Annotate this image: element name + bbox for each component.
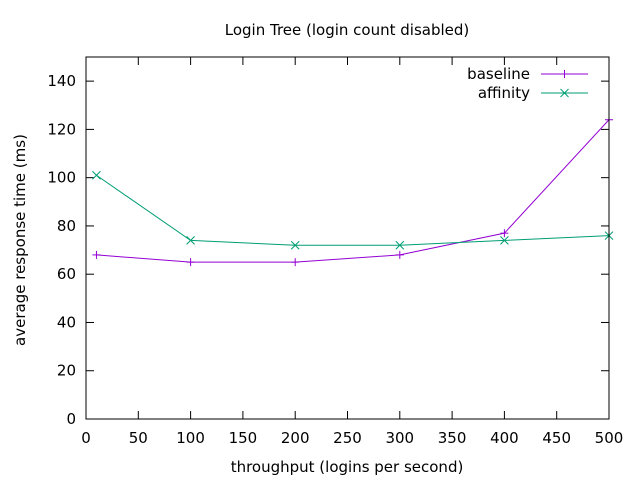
legend-label: affinity — [478, 84, 530, 102]
y-tick-label: 0 — [66, 410, 76, 428]
y-tick-label: 80 — [57, 217, 76, 235]
legend-marker — [560, 88, 569, 98]
data-point-baseline — [291, 258, 300, 267]
data-point-baseline — [186, 258, 195, 267]
legend-item-affinity: affinity — [478, 84, 588, 102]
series-line-baseline — [96, 119, 610, 263]
y-ticks: 0 20 40 60 80 100 120 140 — [47, 72, 609, 428]
y-tick-label: 140 — [47, 72, 76, 90]
series-baseline — [92, 115, 613, 267]
y-axis-title: average response time (ms) — [11, 134, 29, 346]
y-tick-label: 100 — [47, 169, 76, 187]
x-tick-label: 350 — [438, 429, 467, 447]
x-tick-label: 0 — [81, 429, 91, 447]
data-point-affinity — [500, 236, 509, 245]
chart-title: Login Tree (login count disabled) — [225, 21, 470, 39]
x-ticks: 0 50 100 150 200 250 300 350 400 450 500 — [81, 57, 623, 447]
x-tick-label: 500 — [595, 429, 624, 447]
series-line-affinity — [96, 174, 610, 246]
data-point-affinity — [186, 236, 195, 245]
data-point-baseline — [395, 250, 404, 259]
data-point-affinity — [92, 170, 101, 180]
data-point-baseline — [500, 229, 509, 238]
data-point-affinity — [290, 240, 300, 250]
legend-item-baseline: baseline — [467, 65, 588, 83]
legend-label: baseline — [467, 65, 530, 83]
plot-series — [92, 115, 614, 267]
x-tick-label: 300 — [385, 429, 414, 447]
legend-marker — [560, 70, 569, 78]
data-point-affinity — [395, 240, 405, 250]
x-axis-title: throughput (logins per second) — [231, 458, 464, 476]
x-tick-label: 100 — [176, 429, 205, 447]
y-tick-label: 40 — [57, 313, 76, 331]
x-tick-label: 250 — [333, 429, 362, 447]
data-point-baseline — [92, 250, 101, 259]
x-tick-label: 200 — [281, 429, 310, 447]
y-tick-label: 120 — [47, 120, 76, 138]
x-tick-label: 50 — [129, 429, 148, 447]
y-tick-label: 20 — [57, 362, 76, 380]
x-tick-label: 150 — [229, 429, 258, 447]
x-tick-label: 400 — [490, 429, 519, 447]
plot-area-border — [85, 56, 610, 420]
x-tick-label: 450 — [542, 429, 571, 447]
series-affinity — [92, 170, 614, 250]
y-tick-label: 60 — [57, 265, 76, 283]
